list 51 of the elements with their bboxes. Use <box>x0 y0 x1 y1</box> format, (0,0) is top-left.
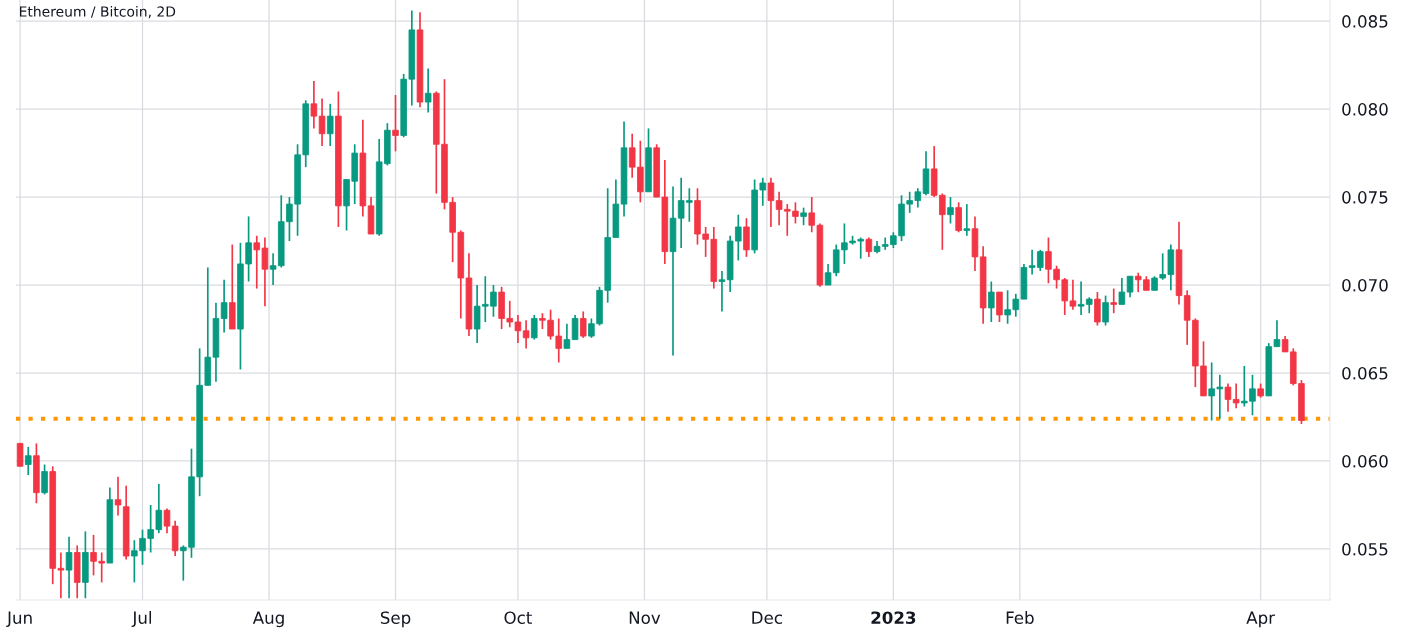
candlestick <box>563 322 571 350</box>
candlestick <box>579 310 587 339</box>
candlestick <box>1102 294 1109 327</box>
candlestick <box>310 80 318 130</box>
candlestick <box>522 319 530 350</box>
y-tick-label: 0.055 <box>1342 542 1388 556</box>
candlestick <box>1110 287 1117 315</box>
candlestick <box>1232 382 1240 410</box>
candlestick <box>1224 382 1232 413</box>
candlestick <box>718 270 726 313</box>
candlestick <box>24 446 32 476</box>
y-tick-label: 0.075 <box>1342 191 1388 204</box>
x-tick-label: Nov <box>629 611 661 625</box>
candlestick <box>988 280 995 323</box>
candlestick <box>743 217 750 258</box>
x-tick-label: Sep <box>380 611 411 628</box>
annotation: Ethereum / Bitcoin, 2D <box>19 6 176 19</box>
candlestick <box>163 507 171 534</box>
candlestick <box>318 97 326 147</box>
y-tick-label: 0.085 <box>1342 15 1388 28</box>
x-tick-label: Oct <box>504 611 532 625</box>
candlestick <box>326 102 334 147</box>
candlestick <box>114 475 122 517</box>
x-tick-label: Apr <box>1246 611 1276 628</box>
candlestick <box>530 314 538 341</box>
candlestick <box>996 291 1003 323</box>
candlestick <box>571 314 579 341</box>
candlestick <box>1118 277 1126 306</box>
x-tick-label: Aug <box>252 611 284 628</box>
candlestick <box>947 196 954 225</box>
candlestick <box>41 463 48 496</box>
candlestick <box>220 278 228 334</box>
x-tick-label: 2023 <box>871 611 916 625</box>
x-tick-label: Feb <box>1006 611 1034 625</box>
x-tick-label: Jul <box>131 611 151 628</box>
candlestick <box>865 236 873 258</box>
y-tick-label: 0.065 <box>1342 366 1388 380</box>
candlestick <box>963 203 971 237</box>
candlestick <box>1094 291 1101 327</box>
candlestick <box>65 535 73 600</box>
candlestick <box>424 67 432 114</box>
y-tick-label: 0.060 <box>1342 454 1388 468</box>
candlestick <box>392 94 399 153</box>
candlestick <box>1126 275 1134 299</box>
y-tick-label: 0.080 <box>1342 103 1388 116</box>
y-tick-label: 0.070 <box>1342 279 1388 292</box>
candlestick <box>767 176 775 228</box>
candlestick <box>955 201 962 234</box>
x-tick-label: Jun <box>6 611 32 628</box>
candlestick <box>16 442 24 468</box>
x-tick-label: Dec <box>752 611 782 625</box>
